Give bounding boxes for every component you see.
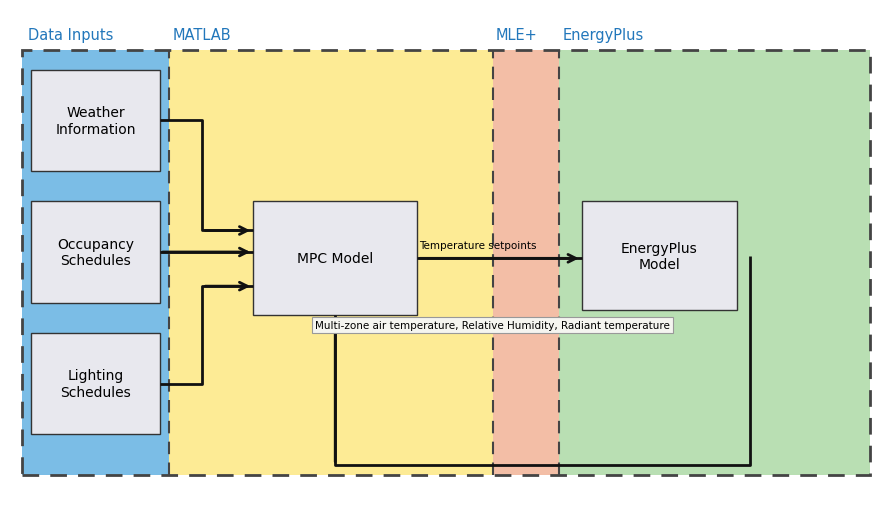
Text: EnergyPlus: EnergyPlus	[563, 28, 644, 43]
Text: Lighting
Schedules: Lighting Schedules	[60, 369, 131, 399]
Bar	[31, 333, 160, 434]
Text: MATLAB: MATLAB	[172, 28, 231, 43]
Bar	[22, 50, 169, 475]
Text: Occupancy
Schedules: Occupancy Schedules	[57, 237, 134, 268]
Text: Multi-zone air temperature, Relative Humidity, Radiant temperature: Multi-zone air temperature, Relative Hum…	[315, 321, 670, 331]
Text: Temperature setpoints: Temperature setpoints	[419, 240, 536, 250]
Bar	[31, 202, 160, 303]
Text: MLE+: MLE+	[496, 28, 537, 43]
Bar	[31, 71, 160, 172]
Bar	[169, 50, 493, 475]
Text: EnergyPlus
Model: EnergyPlus Model	[621, 241, 698, 271]
Text: MPC Model: MPC Model	[297, 252, 373, 266]
Text: Weather
Information: Weather Information	[55, 106, 136, 136]
Bar	[559, 50, 870, 475]
Bar	[22, 50, 870, 475]
Text: Data Inputs: Data Inputs	[28, 28, 114, 43]
Bar	[253, 202, 417, 316]
Bar	[582, 202, 737, 311]
Bar	[493, 50, 559, 475]
